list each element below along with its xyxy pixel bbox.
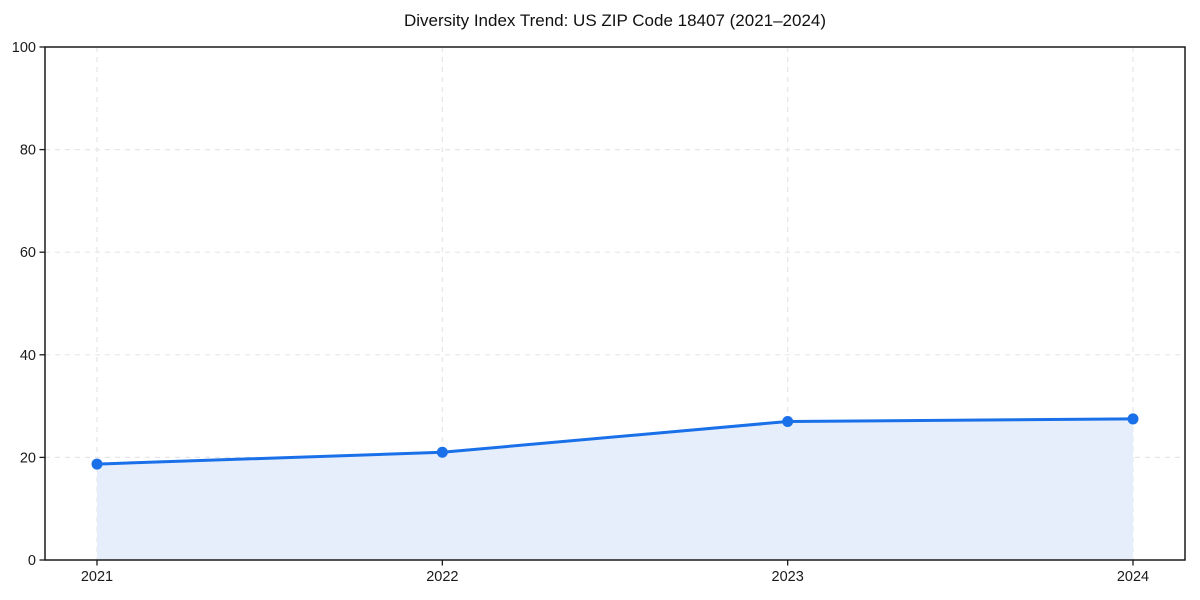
- plot-border: [44, 46, 1186, 561]
- y-axis-tick-label: 80: [20, 143, 36, 159]
- data-point-2021: [91, 458, 103, 470]
- x-axis-tick-label: 2023: [772, 569, 804, 585]
- chart-title: Diversity Index Trend: US ZIP Code 18407…: [403, 11, 827, 30]
- trend-line: [95, 417, 1135, 466]
- y-axis-tick-label: 40: [20, 348, 36, 364]
- data-point-2023: [782, 415, 794, 427]
- y-axis-tick-label: 60: [20, 245, 36, 261]
- data-point-2024: [1127, 413, 1139, 425]
- y-axis-tick-label: 0: [28, 553, 36, 569]
- x-axis-tick-label: 2024: [1117, 569, 1149, 585]
- y-axis-tick-label: 100: [12, 40, 36, 56]
- area-fill: [97, 418, 1133, 560]
- x-axis-tick-label: 2022: [426, 569, 458, 585]
- y-axis-tick-label: 20: [20, 450, 36, 466]
- x-axis-tick-label: 2021: [81, 569, 113, 585]
- data-point-2022: [436, 446, 448, 458]
